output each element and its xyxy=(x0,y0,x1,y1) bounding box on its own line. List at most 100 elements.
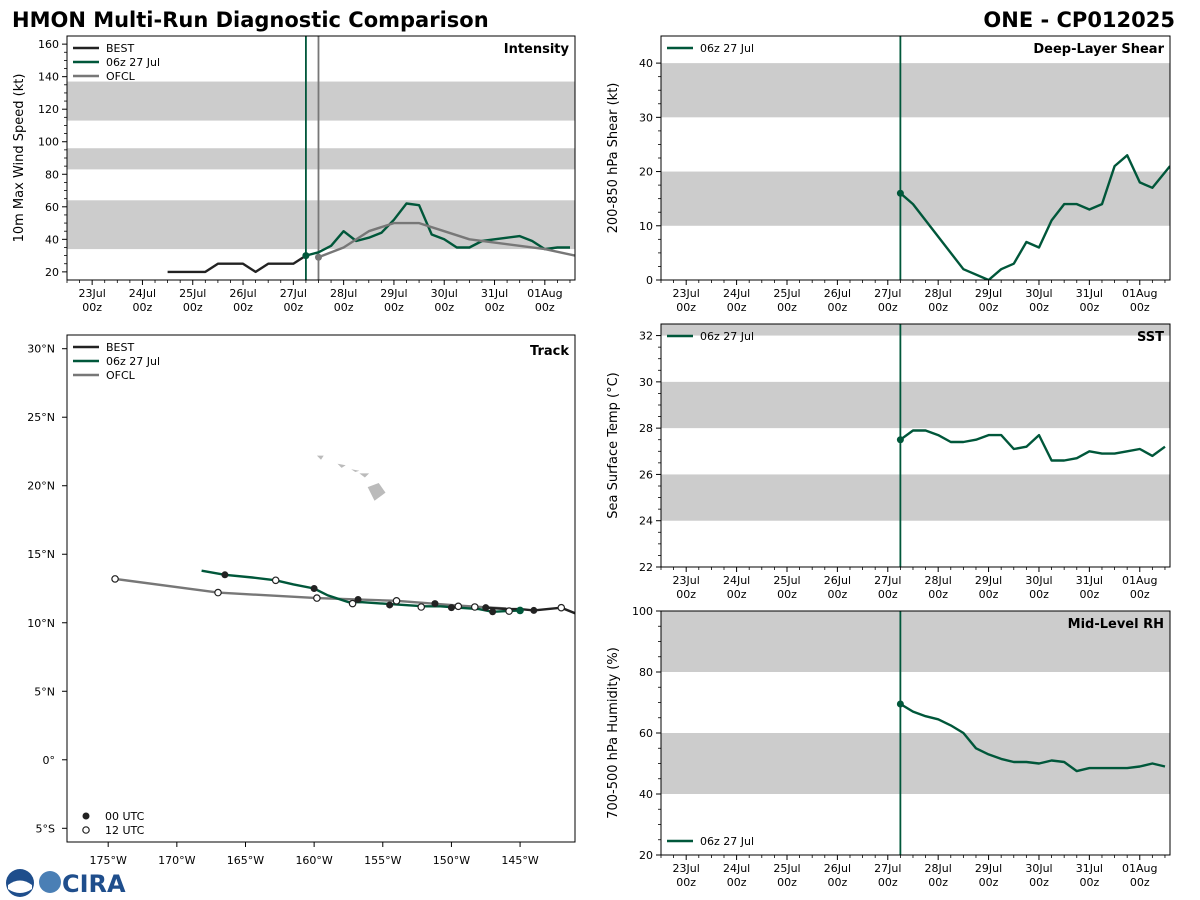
x-tick-label: 26Jul xyxy=(229,287,256,300)
x-tick-sublabel: 00z xyxy=(133,301,153,314)
storm-id: ONE - CP012025 xyxy=(983,8,1175,32)
threshold-band xyxy=(661,611,1170,672)
threshold-band xyxy=(67,200,575,250)
x-tick-label: 01Aug xyxy=(527,287,562,300)
x-tick-label: 27Jul xyxy=(874,862,901,875)
x-tick-sublabel: 00z xyxy=(82,301,102,314)
y-tick-label: 40 xyxy=(639,788,653,801)
x-tick-sublabel: 00z xyxy=(928,876,948,889)
x-tick-sublabel: 00z xyxy=(1079,588,1099,601)
x-tick-sublabel: 00z xyxy=(233,301,253,314)
y-tick-label: 25°N xyxy=(27,411,55,424)
x-tick-label: 26Jul xyxy=(824,574,851,587)
x-tick-label: 23Jul xyxy=(79,287,106,300)
hawaii-island xyxy=(337,463,346,468)
y-axis-label: Sea Surface Temp (°C) xyxy=(606,372,621,519)
track-point-12utc xyxy=(271,576,280,585)
panel-title: SST xyxy=(1137,330,1164,345)
marker-legend-label: 00 UTC xyxy=(105,810,145,823)
x-tick-sublabel: 00z xyxy=(878,588,898,601)
x-tick-sublabel: 00z xyxy=(777,876,797,889)
hawaii-island xyxy=(316,455,324,460)
y-tick-label: 15°N xyxy=(27,548,55,561)
y-tick-label: 160 xyxy=(38,38,59,51)
hawaii-island xyxy=(367,483,386,501)
track-point-00utc xyxy=(354,595,362,603)
sst-panel: 22242628303223Jul00z24Jul00z25Jul00z26Ju… xyxy=(606,323,1171,601)
y-tick-label: 0 xyxy=(646,274,653,287)
track-current-position xyxy=(516,606,524,615)
x-tick-label: 26Jul xyxy=(824,862,851,875)
series-start-marker xyxy=(896,189,904,197)
x-tick-label: 27Jul xyxy=(874,574,901,587)
x-tick-sublabel: 00z xyxy=(334,301,354,314)
y-tick-label: 20 xyxy=(45,266,59,279)
x-tick-sublabel: 00z xyxy=(878,301,898,314)
mid-level-rh-panel: 2040608010023Jul00z24Jul00z25Jul00z26Jul… xyxy=(606,605,1171,889)
track-point-00utc xyxy=(386,601,394,609)
x-tick-label: 28Jul xyxy=(925,287,952,300)
x-tick-label: 30Jul xyxy=(1025,287,1052,300)
track-line-ofcl xyxy=(114,577,507,610)
track-point-12utc xyxy=(348,599,357,608)
plot-frame xyxy=(66,35,576,281)
x-tick-label: 23Jul xyxy=(673,862,700,875)
y-tick-label: 30 xyxy=(639,111,653,124)
track-point-12utc xyxy=(557,603,566,612)
y-tick-label: 100 xyxy=(632,605,653,618)
x-tick-sublabel: 00z xyxy=(1029,588,1049,601)
x-tick-label: 27Jul xyxy=(874,287,901,300)
x-tick-label: 150°W xyxy=(433,854,470,867)
track-point-12utc xyxy=(454,602,463,611)
series-line-best xyxy=(167,254,307,274)
track-point-12utc xyxy=(505,607,513,615)
y-tick-label: 22 xyxy=(639,561,653,574)
x-tick-sublabel: 00z xyxy=(1079,876,1099,889)
marker-legend-filled xyxy=(82,812,90,820)
x-tick-label: 30Jul xyxy=(431,287,458,300)
series-line-06z-27-jul xyxy=(899,429,1166,462)
y-tick-label: 60 xyxy=(639,727,653,740)
x-tick-sublabel: 00z xyxy=(535,301,555,314)
series-line-06z-27-jul xyxy=(899,154,1170,280)
x-tick-sublabel: 00z xyxy=(676,301,696,314)
series-start-marker xyxy=(896,436,904,444)
x-tick-sublabel: 00z xyxy=(827,588,847,601)
x-tick-sublabel: 00z xyxy=(1130,588,1150,601)
x-tick-sublabel: 00z xyxy=(183,301,203,314)
track-point-12utc xyxy=(313,594,321,602)
y-tick-label: 140 xyxy=(38,71,59,84)
y-tick-label: 26 xyxy=(639,468,653,481)
x-tick-label: 31Jul xyxy=(1076,862,1103,875)
x-tick-sublabel: 00z xyxy=(777,301,797,314)
plot-frame xyxy=(660,323,1171,568)
track-point-00utc xyxy=(431,600,439,608)
x-tick-label: 24Jul xyxy=(723,862,750,875)
series-start-marker xyxy=(896,700,904,708)
legend-label: 06z 27 Jul xyxy=(700,835,754,848)
track-point-00utc xyxy=(530,606,538,614)
y-tick-label: 5°N xyxy=(34,685,55,698)
x-tick-label: 26Jul xyxy=(824,287,851,300)
series-start-marker xyxy=(314,253,322,261)
hawaii-island xyxy=(359,473,370,478)
x-tick-sublabel: 00z xyxy=(827,301,847,314)
x-tick-label: 30Jul xyxy=(1025,574,1052,587)
x-tick-label: 25Jul xyxy=(773,862,800,875)
x-tick-sublabel: 00z xyxy=(979,588,999,601)
x-tick-label: 23Jul xyxy=(673,287,700,300)
track-point-00utc xyxy=(221,571,229,579)
marker-legend-open xyxy=(82,826,90,834)
noaa-wave-icon xyxy=(8,880,32,893)
x-tick-sublabel: 00z xyxy=(384,301,404,314)
figure-title: HMON Multi-Run Diagnostic Comparison xyxy=(12,8,489,32)
track-point-00utc xyxy=(310,585,318,592)
x-tick-sublabel: 00z xyxy=(1130,876,1150,889)
y-axis-label: 700-500 hPa Humidity (%) xyxy=(606,647,621,819)
y-tick-label: 5°S xyxy=(36,822,55,835)
x-tick-label: 28Jul xyxy=(925,574,952,587)
plot-frame xyxy=(66,334,576,843)
y-tick-label: 20 xyxy=(639,849,653,862)
threshold-band xyxy=(661,171,1170,226)
y-axis-label: 10m Max Wind Speed (kt) xyxy=(12,74,27,243)
